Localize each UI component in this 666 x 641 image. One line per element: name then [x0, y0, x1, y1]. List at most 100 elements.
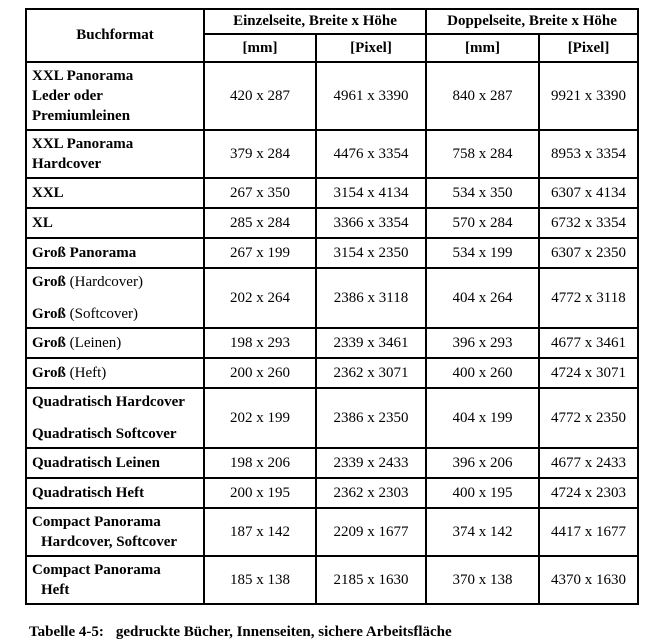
- table-row: XXL 267 x 350 3154 x 4134 534 x 350 6307 x 4…: [25, 177, 640, 209]
- subheader-einzel-mm: [mm]: [203, 33, 317, 63]
- format-cell: XL: [25, 207, 205, 239]
- format-line: Quadratisch Softcover: [32, 426, 177, 442]
- doppel-mm-cell: 396 x 206: [425, 447, 541, 479]
- format-line: XXL Panorama: [32, 68, 134, 84]
- format-line: Groß (Softcover): [32, 306, 138, 322]
- doppel-pixel-cell: 4677 x 2433: [538, 447, 640, 479]
- doppel-mm-cell: 400 x 195: [425, 477, 541, 509]
- format-cell: Groß (Leinen): [25, 327, 205, 359]
- einzel-pixel-cell: 2339 x 2433: [314, 447, 428, 479]
- doppel-mm-cell: 400 x 260: [425, 357, 541, 389]
- einzel-pixel-cell: 2362 x 3071: [314, 357, 428, 389]
- doppel-pixel-cell: 4370 x 1630: [538, 555, 640, 605]
- doppel-pixel-cell: 4772 x 2350: [538, 387, 640, 449]
- einzel-mm-cell: 198 x 293: [203, 327, 317, 359]
- format-line: Premiumleinen: [32, 108, 131, 124]
- doppel-pixel-cell: 4417 x 1677: [538, 507, 640, 557]
- format-cell: XXL Panorama Leder oder Premiumleinen: [25, 61, 205, 131]
- einzel-mm-cell: 285 x 284: [203, 207, 317, 239]
- caption-label: Tabelle 4-5:: [29, 624, 104, 640]
- format-line: Groß Panorama: [32, 245, 137, 261]
- doppel-mm-cell: 840 x 287: [425, 61, 541, 131]
- doppel-pixel-cell: 4677 x 3461: [538, 327, 640, 359]
- doppel-pixel-cell: 4724 x 2303: [538, 477, 640, 509]
- column-group-doppelseite: Doppelseite, Breite x Höhe: [425, 8, 640, 35]
- einzel-pixel-cell: 2209 x 1677: [314, 507, 428, 557]
- format-line: Quadratisch Leinen: [32, 455, 160, 471]
- einzel-mm-cell: 267 x 199: [203, 237, 317, 269]
- format-cell: XXL Panorama Hardcover: [25, 129, 205, 179]
- doppel-mm-cell: 758 x 284: [425, 129, 541, 179]
- format-line: Compact Panorama: [32, 562, 161, 578]
- table-row: Quadratisch Hardcover Quadratisch Softcov…: [25, 387, 640, 449]
- format-line: Heft: [41, 582, 70, 598]
- format-cell: Quadratisch Hardcover Quadratisch Softcov…: [25, 387, 205, 449]
- table-header: Buchformat Einzelseite, Breite x Höhe Do…: [25, 8, 640, 63]
- format-cell: Quadratisch Heft: [25, 477, 205, 509]
- doppel-pixel-cell: 8953 x 3354: [538, 129, 640, 179]
- format-line: Compact Panorama: [32, 514, 161, 530]
- doppel-pixel-cell: 4724 x 3071: [538, 357, 640, 389]
- table-row: XL 285 x 284 3366 x 3354 570 x 284 6732 x 33…: [25, 207, 640, 239]
- format-line: Groß (Hardcover): [32, 274, 143, 290]
- einzel-pixel-cell: 4961 x 3390: [314, 61, 428, 131]
- table-row: Groß (Heft) 200 x 260 2362 x 3071 400 x 260…: [25, 357, 640, 389]
- format-line: Hardcover: [32, 156, 102, 172]
- format-line: Quadratisch Heft: [32, 485, 145, 501]
- einzel-pixel-cell: 2386 x 3118: [314, 267, 428, 329]
- table-body: XXL Panorama Leder oder Premiumleinen 420 x…: [25, 61, 640, 605]
- format-line: Hardcover, Softcover: [41, 534, 178, 550]
- table-row: Groß (Leinen) 198 x 293 2339 x 3461 396 x 2…: [25, 327, 640, 359]
- table-row: Compact Panorama Hardcover, Softcover 187 …: [25, 507, 640, 557]
- format-line: Quadratisch Hardcover: [32, 394, 185, 410]
- format-line: XXL Panorama: [32, 136, 134, 152]
- einzel-pixel-cell: 2362 x 2303: [314, 477, 428, 509]
- book-format-table: Buchformat Einzelseite, Breite x Höhe Do…: [25, 8, 640, 605]
- table-row: Compact Panorama Heft 185 x 138 2185 x 1630…: [25, 555, 640, 605]
- header-sub-row: [mm] [Pixel] [mm] [Pixel]: [26, 33, 640, 63]
- table-row: Groß Panorama 267 x 199 3154 x 2350 534 x 1…: [25, 237, 640, 269]
- table-row: Quadratisch Heft 200 x 195 2362 x 2303 400 …: [25, 477, 640, 509]
- column-group-einzelseite: Einzelseite, Breite x Höhe: [202, 8, 428, 35]
- doppel-pixel-cell: 6307 x 2350: [538, 237, 640, 269]
- einzel-mm-cell: 198 x 206: [203, 447, 317, 479]
- einzel-mm-cell: 187 x 142: [203, 507, 317, 557]
- doppel-pixel-cell: 9921 x 3390: [538, 61, 640, 131]
- format-cell: Groß (Hardcover) Groß (Softcover): [25, 267, 205, 329]
- format-line: Groß (Leinen): [32, 335, 122, 351]
- table-row: Groß (Hardcover) Groß (Softcover) 202 x 26…: [25, 267, 640, 329]
- einzel-pixel-cell: 2185 x 1630: [314, 555, 428, 605]
- einzel-pixel-cell: 4476 x 3354: [314, 129, 428, 179]
- einzel-mm-cell: 202 x 264: [203, 267, 317, 329]
- table-row: XXL Panorama Hardcover 379 x 284 4476 x 335…: [25, 129, 640, 179]
- subheader-einzel-pixel: [Pixel]: [314, 33, 428, 63]
- subheader-doppel-mm: [mm]: [425, 33, 541, 63]
- format-cell: Quadratisch Leinen: [25, 447, 205, 479]
- einzel-pixel-cell: 2386 x 2350: [314, 387, 428, 449]
- einzel-mm-cell: 202 x 199: [203, 387, 317, 449]
- doppel-mm-cell: 404 x 264: [425, 267, 541, 329]
- table-row: XXL Panorama Leder oder Premiumleinen 420 x…: [25, 61, 640, 131]
- einzel-pixel-cell: 3366 x 3354: [314, 207, 428, 239]
- format-line: XL: [32, 215, 53, 231]
- format-cell: Compact Panorama Heft: [25, 555, 205, 605]
- einzel-pixel-cell: 3154 x 2350: [314, 237, 428, 269]
- format-cell: Groß Panorama: [25, 237, 205, 269]
- einzel-mm-cell: 200 x 195: [203, 477, 317, 509]
- table-row: Quadratisch Leinen 198 x 206 2339 x 2433 39…: [25, 447, 640, 479]
- doppel-pixel-cell: 6307 x 4134: [538, 177, 640, 209]
- format-line: Leder oder: [32, 88, 103, 104]
- subheader-doppel-pixel: [Pixel]: [538, 33, 640, 63]
- format-line: XXL: [32, 185, 64, 201]
- einzel-pixel-cell: 2339 x 3461: [314, 327, 428, 359]
- einzel-pixel-cell: 3154 x 4134: [314, 177, 428, 209]
- einzel-mm-cell: 185 x 138: [203, 555, 317, 605]
- doppel-mm-cell: 570 x 284: [425, 207, 541, 239]
- doppel-mm-cell: 404 x 199: [425, 387, 541, 449]
- column-header-buchformat: Buchformat: [25, 8, 205, 63]
- doppel-pixel-cell: 4772 x 3118: [538, 267, 640, 329]
- doppel-pixel-cell: 6732 x 3354: [538, 207, 640, 239]
- einzel-mm-cell: 200 x 260: [203, 357, 317, 389]
- caption-text: gedruckte Bücher, Innenseiten, sichere A…: [115, 624, 452, 640]
